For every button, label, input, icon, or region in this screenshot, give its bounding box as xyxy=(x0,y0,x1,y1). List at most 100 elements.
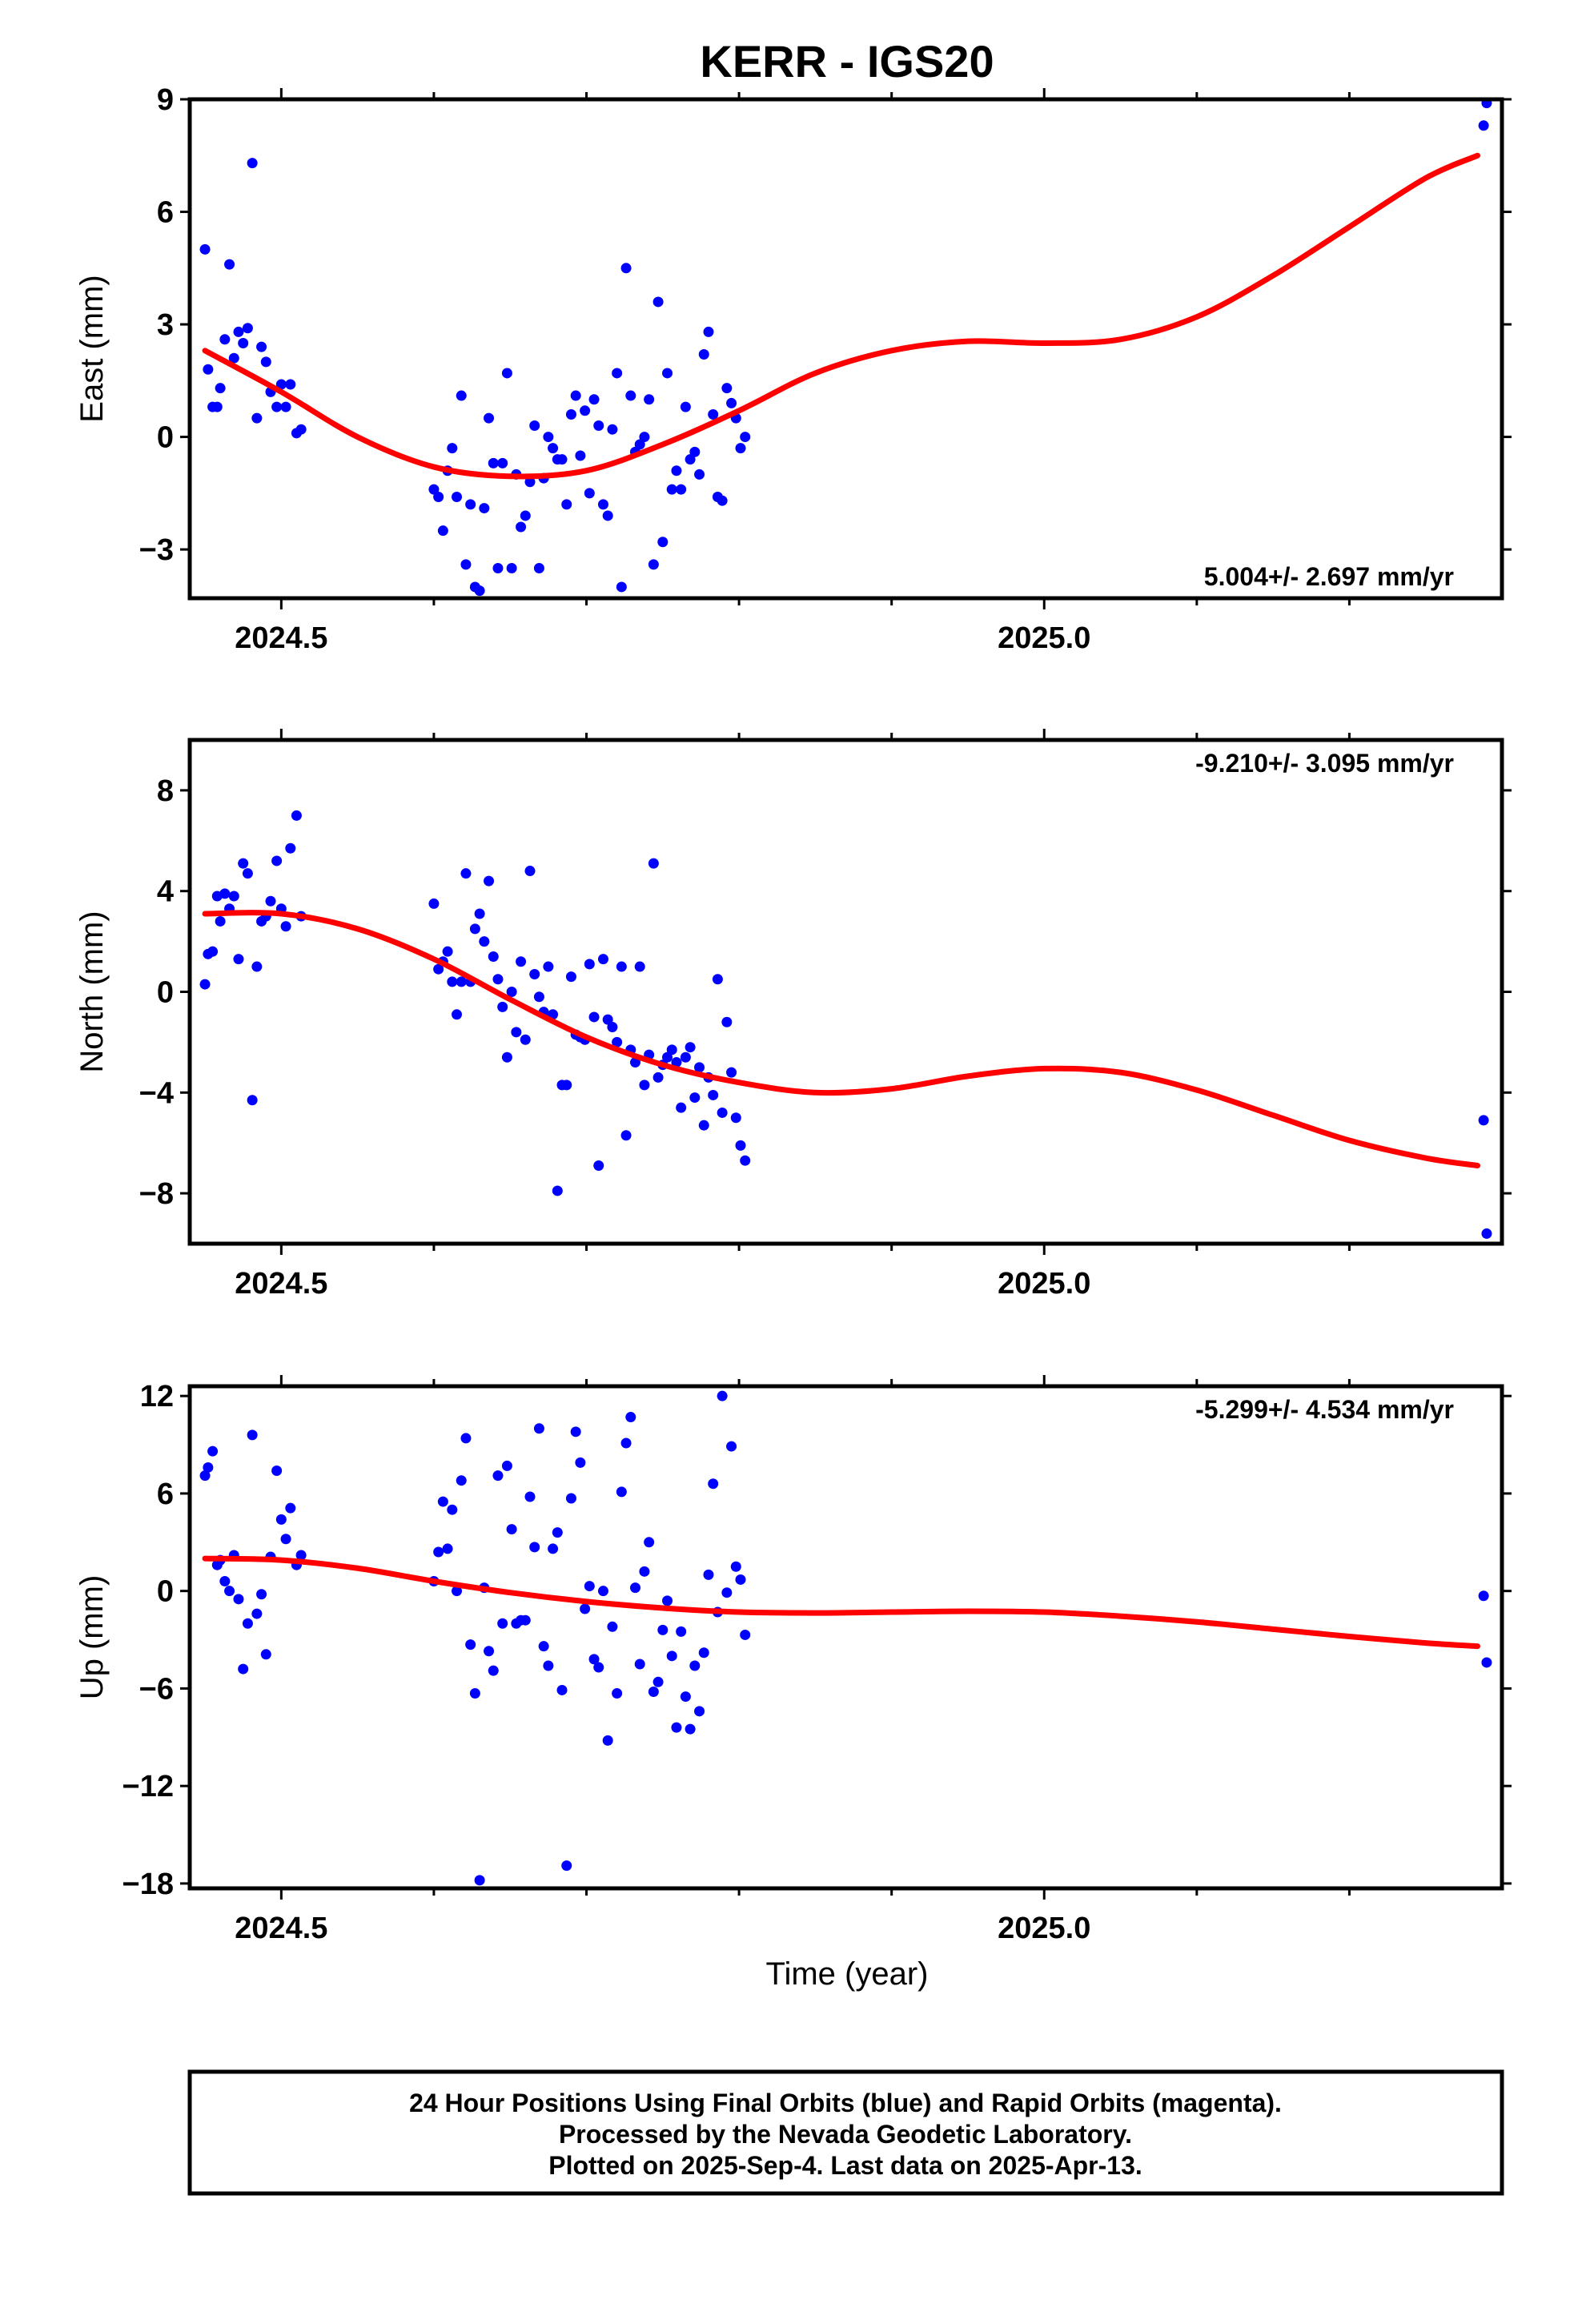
up-data-point xyxy=(689,1660,701,1671)
north-data-point xyxy=(612,1036,623,1047)
north-data-point xyxy=(652,1072,664,1083)
up-data-point xyxy=(703,1569,714,1580)
up-data-point xyxy=(575,1457,586,1468)
panel-up: −18 −12 −6 0 6 12 2024.5 2025.0 Up (mm) -5.299+/-… xyxy=(74,1375,1512,1945)
up-data-point xyxy=(676,1626,687,1637)
east-data-point xyxy=(285,379,296,390)
east-data-point xyxy=(543,432,554,443)
east-data-point xyxy=(575,450,586,461)
north-ytick-label: 8 xyxy=(157,774,174,808)
north-data-point xyxy=(497,1001,508,1012)
north-data-point xyxy=(607,1022,618,1033)
north-data-point xyxy=(520,1034,531,1045)
north-xtick-label: 2024.5 xyxy=(235,1267,327,1301)
up-xtick-label: 2025.0 xyxy=(998,1912,1090,1945)
up-data-point xyxy=(730,1561,741,1572)
north-data-point xyxy=(251,961,263,972)
up-data-point xyxy=(597,1586,608,1597)
east-ylabel: East (mm) xyxy=(74,275,110,422)
east-data-point xyxy=(662,368,673,379)
north-data-point xyxy=(552,1185,563,1196)
up-data-point xyxy=(456,1475,467,1486)
east-data-point xyxy=(1481,99,1492,109)
north-fit-curve xyxy=(202,910,1481,1169)
east-data-point xyxy=(717,495,728,506)
east-data-point xyxy=(597,499,608,510)
east-data-point xyxy=(689,446,701,457)
north-data-point xyxy=(565,971,576,983)
north-data-point xyxy=(666,1044,677,1055)
north-data-point xyxy=(242,868,253,879)
east-frame xyxy=(187,97,1504,601)
east-data-point xyxy=(676,484,687,495)
north-data-point xyxy=(524,866,536,877)
east-data-point xyxy=(501,368,512,379)
north-data-point xyxy=(247,1095,258,1106)
up-rate-label: -5.299+/- 4.534 mm/yr xyxy=(1195,1395,1454,1424)
north-data-point xyxy=(588,1011,600,1023)
north-data-point xyxy=(634,961,645,972)
north-data-point xyxy=(199,979,211,990)
up-data-point xyxy=(726,1441,737,1452)
up-data-point xyxy=(275,1514,287,1525)
east-data-point xyxy=(256,341,267,352)
east-ytick-label: 0 xyxy=(157,421,174,455)
up-data-point xyxy=(242,1618,253,1629)
up-data-point xyxy=(666,1651,677,1662)
up-data-point xyxy=(488,1665,499,1676)
panel-north: −8 −4 0 4 8 2024.5 2025.0 North (mm) -9.210+/- 3… xyxy=(74,729,1512,1301)
up-data-point xyxy=(648,1686,659,1697)
east-data-point xyxy=(520,510,531,521)
north-data-point xyxy=(698,1120,709,1131)
north-data-point xyxy=(511,1027,522,1038)
up-data-point xyxy=(474,1875,485,1886)
up-data-point xyxy=(207,1445,219,1457)
east-data-point xyxy=(251,412,263,424)
up-data-point xyxy=(662,1595,673,1606)
up-data-point xyxy=(552,1527,563,1538)
up-data-point xyxy=(657,1624,669,1635)
east-data-point xyxy=(271,401,283,412)
east-data-point xyxy=(625,390,636,401)
up-data-point xyxy=(437,1496,448,1507)
up-data-point xyxy=(548,1543,559,1554)
up-data-point xyxy=(247,1429,258,1441)
east-data-point xyxy=(529,420,540,432)
east-data-point xyxy=(634,439,645,450)
up-data-point xyxy=(238,1663,249,1675)
up-data-point xyxy=(588,1654,600,1665)
east-data-point xyxy=(533,563,544,574)
east-data-point xyxy=(694,468,705,480)
up-data-point xyxy=(607,1621,618,1632)
north-data-point xyxy=(593,1160,604,1172)
north-data-point xyxy=(484,875,495,887)
east-data-point xyxy=(452,492,463,503)
east-data-point xyxy=(570,390,581,401)
up-data-point xyxy=(497,1618,508,1629)
x-axis-label: Time (year) xyxy=(766,1956,929,1992)
east-data-point xyxy=(588,394,600,405)
east-data-point xyxy=(497,457,508,468)
east-data-point xyxy=(616,581,627,593)
north-data-point xyxy=(680,1051,691,1063)
east-data-point xyxy=(666,484,677,495)
east-data-point xyxy=(652,296,664,308)
east-data-point xyxy=(726,397,737,408)
footer-line-1: 24 Hour Positions Using Final Orbits (bl… xyxy=(409,2089,1282,2117)
up-ytick-label: −6 xyxy=(139,1672,174,1706)
east-data-point xyxy=(612,368,623,379)
up-data-point xyxy=(529,1542,540,1553)
east-data-point xyxy=(199,243,211,255)
east-data-point xyxy=(639,432,650,443)
north-data-point xyxy=(474,908,485,919)
up-data-point xyxy=(625,1412,636,1423)
east-data-point xyxy=(708,408,719,420)
up-data-point xyxy=(565,1493,576,1504)
north-data-point xyxy=(616,961,627,972)
up-data-point xyxy=(680,1691,691,1703)
north-data-point xyxy=(584,959,595,970)
north-ytick-label: 0 xyxy=(157,976,174,1010)
up-data-point xyxy=(460,1433,472,1444)
north-data-point xyxy=(219,888,231,899)
up-data-point xyxy=(620,1437,632,1449)
